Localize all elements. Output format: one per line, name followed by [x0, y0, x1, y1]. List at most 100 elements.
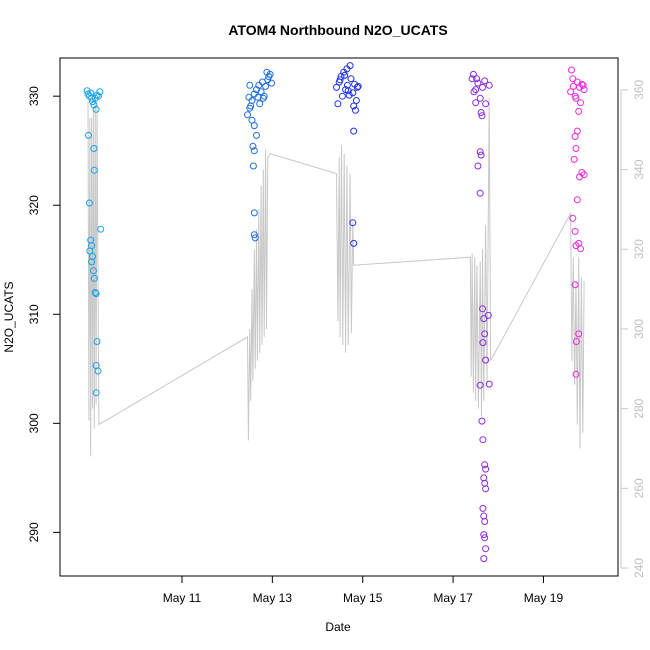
- data-point: [472, 86, 480, 94]
- point-layer: [83, 62, 588, 563]
- data-point: [265, 73, 273, 80]
- x-axis: May 11 May 13 May 15 May 17 May 19: [163, 576, 563, 605]
- y2-tick-label: 320: [632, 239, 646, 259]
- data-point: [572, 94, 580, 102]
- data-point: [479, 305, 486, 313]
- x-tick-label: May 15: [343, 591, 383, 605]
- plot-frame: [59, 57, 619, 577]
- data-point: [91, 289, 99, 296]
- data-point: [94, 92, 102, 100]
- data-point: [482, 465, 490, 473]
- data-point: [338, 92, 346, 100]
- data-point: [92, 290, 100, 298]
- x-tick-label: May 17: [433, 591, 473, 605]
- data-point: [567, 88, 575, 96]
- data-point: [246, 81, 254, 89]
- data-point: [572, 370, 580, 378]
- data-point: [480, 555, 488, 563]
- y2-tick-label: 360: [632, 80, 646, 100]
- data-point: [249, 162, 257, 170]
- data-point: [97, 225, 105, 233]
- data-point: [473, 75, 481, 83]
- data-point: [479, 339, 487, 347]
- data-point: [484, 311, 492, 319]
- y-axis-left: 290 300 310 320 330: [27, 86, 60, 542]
- data-point: [468, 75, 476, 83]
- data-point: [470, 88, 478, 96]
- data-point: [481, 77, 489, 85]
- data-point: [481, 330, 489, 338]
- data-point: [480, 531, 488, 539]
- chart-title: ATOM4 Northbound N2O_UCATS: [228, 22, 447, 38]
- secondary-trace-layer: [87, 97, 585, 457]
- data-point: [570, 155, 578, 163]
- series-2: [244, 68, 275, 242]
- data-point: [96, 88, 104, 96]
- data-point: [345, 91, 353, 99]
- data-point: [479, 83, 486, 91]
- data-point: [250, 122, 258, 130]
- y-tick-label: 290: [27, 522, 41, 542]
- data-point: [352, 97, 360, 104]
- data-point: [256, 100, 264, 108]
- data-point: [573, 196, 581, 204]
- y-tick-label: 300: [27, 413, 41, 433]
- data-point: [572, 242, 580, 250]
- y2-tick-label: 340: [632, 159, 646, 179]
- data-point: [482, 100, 490, 108]
- data-point: [334, 100, 342, 108]
- data-point: [569, 82, 577, 90]
- data-point: [485, 81, 493, 89]
- data-point: [479, 436, 487, 444]
- data-point: [90, 274, 98, 282]
- data-point: [88, 258, 96, 266]
- data-point: [85, 199, 93, 207]
- series-5: [567, 66, 588, 378]
- data-point: [477, 109, 485, 116]
- data-point: [254, 93, 262, 101]
- data-point: [92, 105, 100, 113]
- x-tick-label: May 11: [163, 591, 202, 605]
- data-point: [478, 417, 486, 425]
- data-point: [88, 94, 96, 102]
- data-point: [263, 68, 271, 76]
- y-tick-label: 310: [27, 304, 41, 324]
- data-point: [476, 189, 484, 197]
- data-point: [350, 127, 358, 135]
- data-point: [572, 145, 580, 152]
- data-point: [94, 367, 102, 375]
- data-point: [336, 76, 344, 84]
- data-point: [577, 245, 584, 253]
- y-axis-right: 240 260 280 300 320 340 360: [620, 80, 646, 578]
- data-point: [575, 107, 583, 115]
- data-point: [250, 147, 258, 155]
- data-point: [568, 66, 575, 74]
- data-point: [474, 162, 482, 170]
- data-point: [93, 338, 101, 345]
- series-4: [468, 70, 493, 563]
- data-point: [575, 330, 583, 338]
- data-point: [244, 111, 251, 119]
- data-point: [571, 281, 579, 289]
- data-point: [346, 62, 354, 70]
- data-point: [349, 219, 357, 227]
- series-1: [83, 87, 105, 397]
- data-point: [571, 133, 579, 140]
- data-point: [249, 142, 257, 150]
- data-point: [350, 239, 358, 247]
- data-point: [481, 461, 489, 469]
- data-point: [90, 166, 98, 174]
- y-axis-label: N2O_UCATS: [2, 281, 16, 352]
- y2-tick-label: 240: [632, 558, 646, 578]
- data-point: [476, 148, 484, 156]
- y-tick-label: 320: [27, 195, 41, 215]
- data-point: [480, 315, 488, 323]
- y-tick-label: 330: [27, 86, 41, 106]
- data-point: [250, 231, 258, 239]
- series-3: [333, 62, 362, 247]
- data-point: [482, 356, 490, 364]
- data-point: [577, 99, 584, 107]
- data-point: [258, 78, 266, 86]
- data-point: [341, 71, 349, 79]
